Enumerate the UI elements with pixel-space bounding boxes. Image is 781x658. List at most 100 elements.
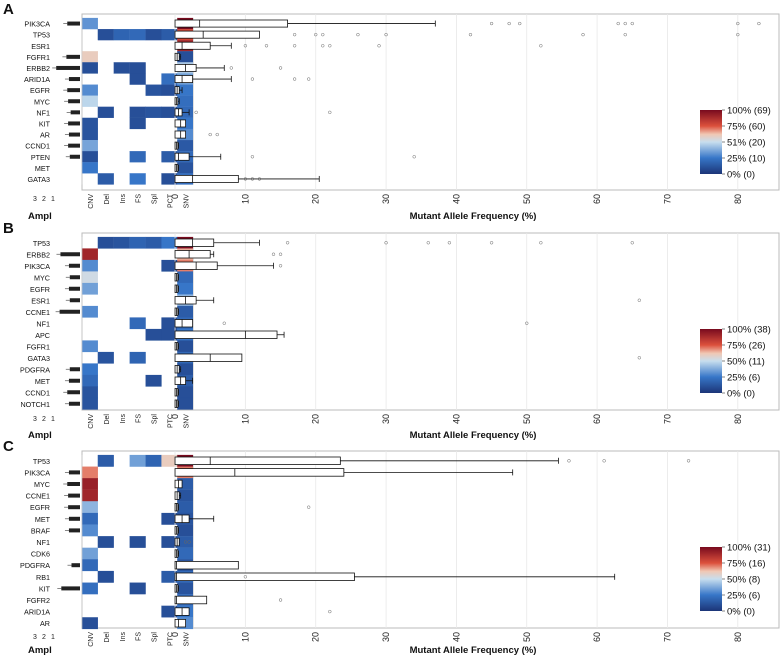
- heatmap-cell: [97, 454, 114, 467]
- legend-label: 75% (26): [727, 341, 766, 352]
- heatmap-cell: [81, 271, 98, 284]
- heatmap-cell: [81, 559, 98, 572]
- heatmap-cell: [81, 617, 98, 630]
- heatmap-cell: [177, 536, 194, 548]
- column-label: PTC: [167, 414, 174, 428]
- outlier-point: [616, 21, 620, 26]
- x-tick-label: 70: [662, 414, 672, 424]
- ampl-bar: [68, 121, 80, 126]
- heatmap-cell: [81, 248, 98, 261]
- heatmap-cell: [81, 489, 98, 502]
- legend-label: 51% (20): [727, 138, 766, 149]
- heatmap-cell: [129, 317, 146, 330]
- ampl-bar: [61, 586, 80, 591]
- heatmap-cell: [113, 236, 130, 249]
- gene-label: TP53: [33, 239, 50, 248]
- box-iqr: [174, 41, 211, 50]
- x-tick-label: 20: [311, 194, 321, 204]
- outlier-point: [292, 44, 297, 48]
- gene-label: NOTCH1: [20, 400, 50, 409]
- heatmap-cell: [177, 162, 194, 174]
- heatmap-cell: [81, 95, 98, 107]
- legend-label: 0% (0): [727, 389, 755, 400]
- ampl-tick: 3: [33, 416, 37, 423]
- panel-letter: C: [3, 438, 14, 455]
- x-tick-label: 10: [240, 194, 250, 204]
- gene-label: PIK3CA: [24, 468, 50, 477]
- box-iqr: [174, 468, 345, 477]
- heatmap-cell: [81, 17, 98, 30]
- outlier-point: [321, 44, 325, 48]
- gene-label: MET: [35, 377, 51, 386]
- x-tick-label: 50: [522, 414, 532, 424]
- heatmap-cell: [129, 29, 146, 41]
- gene-label: RB1: [36, 573, 50, 582]
- x-tick-label: 30: [381, 194, 391, 204]
- gene-label: ARID1A: [24, 75, 50, 84]
- outlier-point: [507, 21, 511, 26]
- outlier-point: [215, 132, 219, 137]
- x-tick-label: 70: [662, 194, 672, 204]
- ampl-tick: 1: [51, 416, 55, 423]
- gene-label: NF1: [36, 538, 50, 547]
- outlier-point: [525, 321, 529, 325]
- heatmap-cell: [177, 282, 194, 295]
- heatmap-cell: [81, 478, 98, 490]
- legend-label: 0% (0): [727, 607, 755, 618]
- outlier-point: [489, 21, 494, 26]
- x-tick-label: 0: [170, 632, 180, 637]
- heatmap-cell: [97, 236, 114, 249]
- gene-label: CCND1: [25, 388, 50, 397]
- gene-label: CCNE1: [26, 492, 50, 501]
- ampl-bar: [68, 505, 80, 510]
- heatmap-cell: [97, 173, 114, 185]
- ampl-bar: [56, 65, 80, 70]
- heatmap-cell: [129, 536, 146, 548]
- heatmap-cell: [81, 524, 98, 537]
- heatmap-cell: [81, 512, 98, 525]
- column-label: CNV: [88, 632, 95, 647]
- x-tick-label: 60: [592, 632, 602, 642]
- heatmap-cell: [129, 62, 146, 74]
- ampl-tick: 3: [33, 196, 37, 203]
- ampl-bar: [70, 110, 80, 115]
- outlier-point: [278, 264, 283, 268]
- outlier-point: [278, 252, 283, 256]
- heatmap-cell: [113, 29, 130, 41]
- heatmap-cell: [81, 340, 98, 353]
- legend-colorbar: [700, 110, 722, 174]
- box-iqr: [174, 561, 239, 570]
- heatmap-cell: [97, 106, 114, 119]
- ampl-bar: [68, 470, 80, 475]
- heatmap-cell: [177, 95, 194, 107]
- outlier-point: [229, 66, 233, 70]
- gene-label: ERBB2: [26, 64, 50, 73]
- outlier-point: [384, 33, 388, 37]
- box-iqr: [174, 30, 260, 39]
- heatmap-cell: [97, 351, 114, 364]
- outlier-point: [539, 44, 543, 48]
- x-tick-label: 20: [311, 414, 321, 424]
- x-tick-label: 10: [240, 414, 250, 424]
- heatmap-cell: [177, 547, 194, 560]
- panel-letter: B: [3, 220, 14, 237]
- legend-label: 25% (6): [727, 591, 760, 602]
- legend-label: 0% (0): [727, 170, 755, 181]
- column-label: SNV: [183, 194, 190, 209]
- gene-label: CDK6: [31, 550, 50, 559]
- box-iqr: [174, 250, 211, 259]
- outlier-point: [250, 155, 255, 159]
- ampl-bar: [60, 252, 80, 257]
- legend-label: 100% (69): [727, 106, 771, 117]
- column-label: SNV: [183, 632, 190, 647]
- outlier-point: [222, 321, 226, 325]
- x-tick-label: 0: [170, 194, 180, 199]
- x-tick-label: 40: [451, 414, 461, 424]
- outlier-point: [567, 459, 571, 463]
- outlier-point: [630, 21, 634, 26]
- heatmap-cell: [129, 582, 146, 595]
- ampl-bar: [69, 367, 80, 372]
- heatmap-cell: [81, 363, 98, 376]
- outlier-point: [637, 298, 641, 302]
- column-label: FS: [136, 414, 143, 423]
